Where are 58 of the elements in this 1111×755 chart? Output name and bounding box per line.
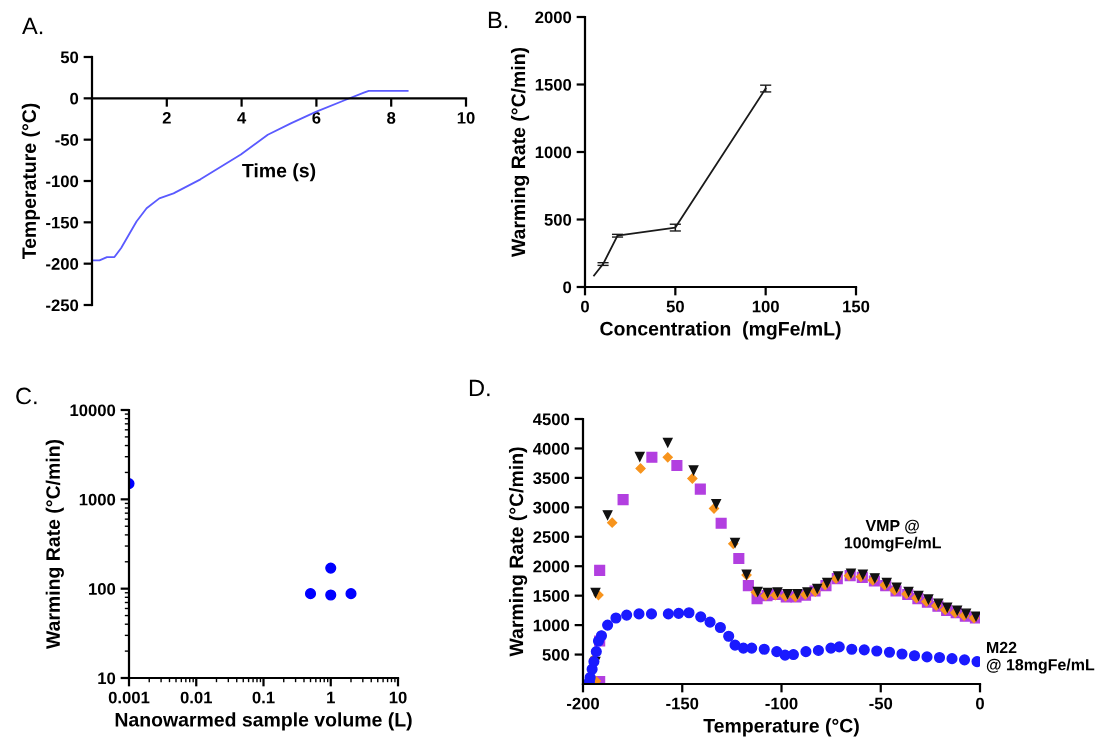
- x-tick-label: 2: [162, 111, 171, 124]
- y-tick-label: 4500: [532, 413, 570, 426]
- chart-title: B.: [488, 11, 508, 29]
- y-tick-label: 10000: [70, 404, 116, 417]
- x-tick-label: 1: [327, 691, 335, 704]
- x-tick-label: 0.01: [180, 691, 213, 704]
- x-tick-label: -200: [566, 697, 599, 710]
- y-tick-label: -100: [46, 175, 79, 188]
- y-tick-label: -250: [46, 299, 79, 312]
- y-tick-label: 50: [60, 51, 79, 64]
- y-tick-label: 1000: [79, 493, 116, 506]
- x-tick-label: 4: [237, 112, 247, 124]
- y-tick-label: 1500: [533, 590, 570, 602]
- chart-title: C.: [16, 387, 37, 405]
- chart-title: D.: [469, 379, 490, 397]
- y-axis-title: Temperature (°C): [21, 103, 40, 260]
- y-tick-label: 0: [70, 92, 79, 105]
- y-tick-label: 2500: [533, 531, 570, 543]
- x-tick-label: -150: [666, 697, 699, 710]
- x-tick-label: 50: [666, 300, 684, 313]
- y-tick-label: 2000: [535, 11, 572, 24]
- x-tick-label: 10: [389, 691, 407, 704]
- y-tick-label: 3000: [533, 501, 570, 514]
- x-tick-label: -50: [869, 697, 893, 710]
- x-tick-label: 0.001: [108, 691, 150, 704]
- x-tick-label: 150: [843, 300, 870, 313]
- x-axis-title: Time (s): [242, 163, 316, 182]
- y-tick-label: 100: [89, 583, 116, 595]
- x-axis-title: Temperature (°C): [703, 718, 859, 737]
- y-axis-title: Warming Rate (°C/min): [508, 447, 528, 657]
- y-tick-label: 10: [98, 672, 116, 685]
- y-axis-title: Warming Rate (°C/min): [45, 439, 64, 650]
- y-tick-label: 4000: [532, 442, 570, 455]
- y-tick-label: 1000: [535, 146, 572, 159]
- y-tick-label: 2000: [533, 560, 570, 573]
- y-tick-label: 3500: [533, 472, 570, 485]
- chart-title: A.: [22, 17, 43, 35]
- y-tick-label: -200: [46, 258, 79, 270]
- x-tick-label: 0.1: [252, 691, 275, 704]
- x-tick-label: 0: [581, 300, 589, 313]
- x-tick-label: 0: [976, 697, 984, 710]
- x-axis-title: Concentration (mgFe/mL): [600, 321, 841, 340]
- x-tick-label: 6: [312, 111, 321, 124]
- x-tick-label: 100: [752, 300, 779, 313]
- y-tick-label: 1000: [533, 619, 570, 632]
- x-tick-label: -100: [765, 697, 798, 710]
- x-axis-title: Nanowarmed sample volume (L): [115, 712, 412, 731]
- x-tick-label: 8: [387, 111, 396, 124]
- y-tick-label: 500: [542, 648, 570, 661]
- y-tick-label: 1500: [535, 78, 572, 91]
- y-tick-label: 500: [544, 213, 572, 226]
- y-axis-title: Warming Rate (°C/min): [510, 47, 530, 258]
- y-tick-label: 0: [563, 281, 572, 294]
- text: M22 @ 18mgFe/mL: [986, 641, 1095, 674]
- annotation: VMP @ 100mgFe/mL: [844, 519, 941, 552]
- x-tick-label: 10: [457, 111, 475, 124]
- y-tick-label: -50: [55, 134, 79, 146]
- y-tick-label: -150: [46, 216, 79, 229]
